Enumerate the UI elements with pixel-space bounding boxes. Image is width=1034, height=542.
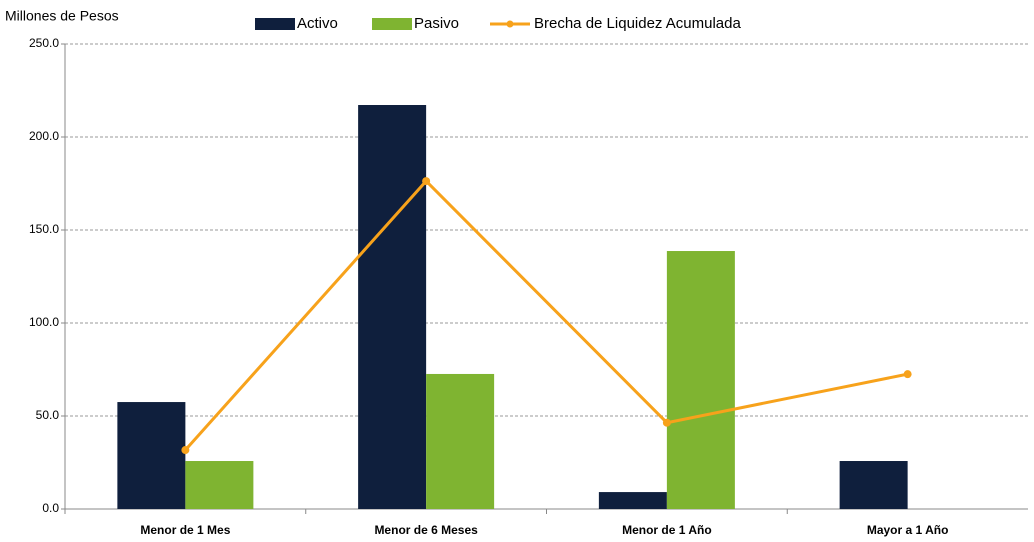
x-tick-label: Menor de 1 Año bbox=[622, 523, 712, 537]
line-marker bbox=[662, 418, 671, 427]
y-tick-label: 200.0 bbox=[29, 129, 59, 143]
bar bbox=[598, 492, 667, 509]
line bbox=[184, 178, 908, 452]
x-tick-label: Menor de 6 Meses bbox=[374, 523, 478, 537]
bar bbox=[185, 461, 254, 509]
legend-swatch bbox=[372, 18, 412, 30]
bar bbox=[839, 461, 908, 509]
bar bbox=[426, 373, 495, 509]
y-axis-label: Millones de Pesos bbox=[5, 8, 119, 24]
x-tick-label: Menor de 1 Mes bbox=[140, 523, 230, 537]
legend-swatch bbox=[255, 18, 295, 30]
y-tick-label: 100.0 bbox=[29, 315, 59, 329]
line-marker bbox=[181, 446, 190, 455]
y-tick-label: 250.0 bbox=[29, 36, 59, 50]
y-tick-label: 150.0 bbox=[29, 222, 59, 236]
legend-label: Pasivo bbox=[414, 15, 459, 32]
legend-label: Activo bbox=[297, 15, 338, 32]
bar bbox=[117, 402, 186, 509]
line-marker bbox=[422, 177, 431, 186]
legend-marker bbox=[506, 20, 514, 28]
y-tick-label: 50.0 bbox=[36, 408, 60, 422]
y-tick-label: 0.0 bbox=[42, 501, 59, 515]
bar bbox=[358, 105, 427, 510]
x-tick-label: Mayor a 1 Año bbox=[867, 523, 949, 537]
legend-label: Brecha de Liquidez Acumulada bbox=[534, 15, 741, 32]
bar bbox=[666, 251, 735, 509]
line-marker bbox=[903, 370, 912, 379]
